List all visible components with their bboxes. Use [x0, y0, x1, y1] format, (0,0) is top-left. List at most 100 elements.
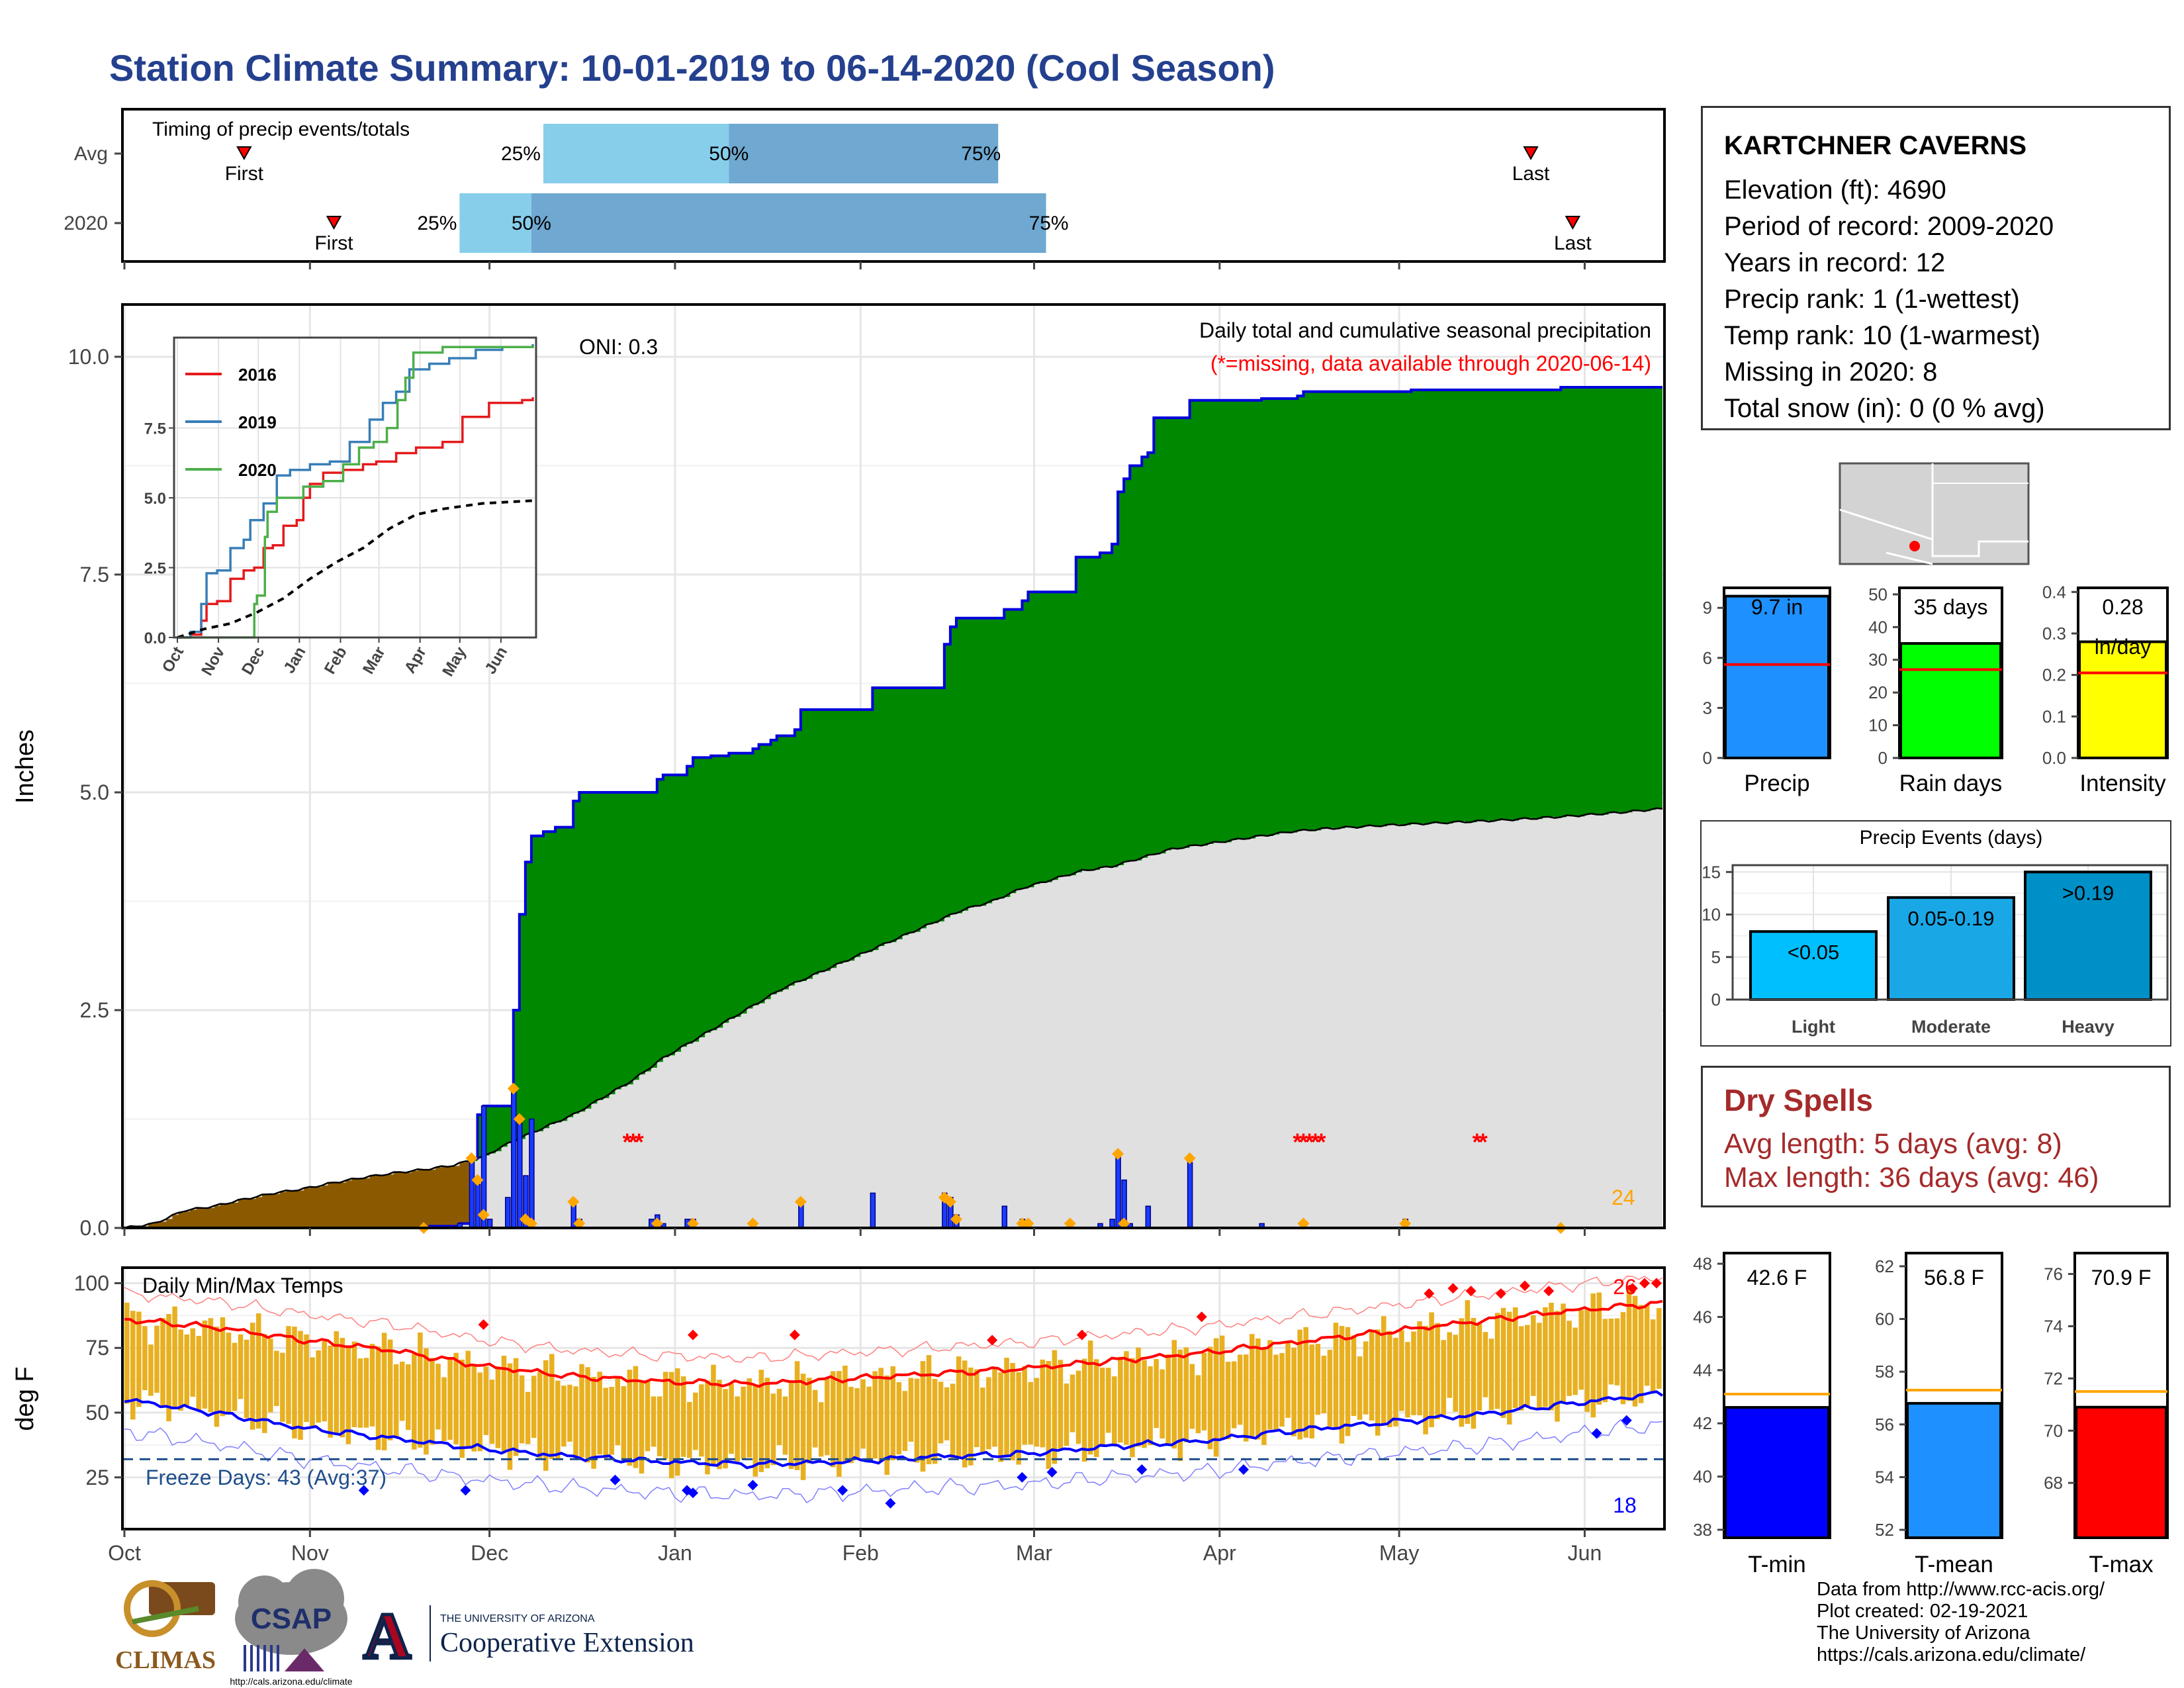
temp-stat-y-tick-label: 62 — [1875, 1256, 1894, 1276]
temp-daily-bar — [1130, 1358, 1135, 1458]
temp-daily-bar — [711, 1364, 716, 1467]
timing-last-label: Last — [1512, 163, 1550, 185]
precip-y-tick-label: 7.5 — [80, 563, 109, 586]
temp-daily-bar — [1231, 1361, 1237, 1429]
temp-daily-bar — [1429, 1312, 1434, 1427]
temp-daily-bar — [1171, 1340, 1177, 1449]
temp-daily-bar — [1525, 1325, 1530, 1407]
stat-y-tick-label: 30 — [1868, 650, 1888, 670]
temp-daily-bar — [1471, 1317, 1477, 1429]
temp-daily-bar — [764, 1378, 770, 1469]
temp-daily-bar — [142, 1326, 148, 1391]
events-category-label: Moderate — [1911, 1017, 1991, 1037]
temp-daily-bar — [848, 1387, 854, 1464]
temp-hot-day-marker — [987, 1335, 998, 1346]
temp-daily-bar — [1028, 1382, 1034, 1445]
temp-daily-bar — [968, 1367, 974, 1466]
csap-logo-cloud — [285, 1569, 344, 1628]
stat-y-tick-label: 6 — [1703, 648, 1712, 668]
temp-stat-y-tick-label: 70 — [2044, 1421, 2063, 1440]
precip-missing-marker: * — [1473, 1128, 1482, 1155]
temp-x-tick-label: Mar — [1016, 1541, 1052, 1565]
temp-daily-bar — [1046, 1361, 1052, 1469]
temp-stat-bar-t-mean — [1906, 1401, 2002, 1539]
temp-cold-day-marker — [1238, 1464, 1250, 1476]
precip-daily-bar — [1115, 1153, 1121, 1229]
temp-daily-bar — [543, 1360, 549, 1471]
temp-daily-bar — [261, 1334, 267, 1433]
station-name: KARTCHNER CAVERNS — [1724, 131, 2027, 160]
temp-daily-bar — [1261, 1347, 1267, 1445]
temp-daily-bar — [196, 1336, 202, 1411]
temp-daily-bar — [597, 1372, 602, 1455]
climas-logo-stem — [132, 1606, 199, 1624]
temp-hot-day-marker — [1543, 1286, 1555, 1297]
inset-bg — [174, 338, 536, 637]
precip-daily-point — [513, 1113, 525, 1125]
temp-stat-y-tick-label: 40 — [1693, 1467, 1712, 1487]
temp-daily-bar — [334, 1331, 340, 1433]
temp-daily-bar — [418, 1332, 423, 1448]
temp-stat-category-label: T-mean — [1915, 1552, 1993, 1577]
station-snow: Total snow (in): 0 (0 % avg) — [1724, 394, 2045, 423]
temp-daily-bar — [812, 1389, 818, 1448]
temp-daily-bar — [800, 1374, 806, 1480]
events-y-tick-label: 0 — [1711, 990, 1721, 1009]
credit-line: https://cals.arizona.edu/climate/ — [1817, 1644, 2086, 1665]
inset-series-average — [177, 499, 533, 639]
stat-y-tick-label: 0.4 — [2042, 582, 2066, 602]
temp-daily-bar — [453, 1352, 459, 1444]
temp-daily-bar — [172, 1306, 177, 1409]
temp-daily-bar — [992, 1367, 997, 1447]
precip-daily-point — [1399, 1217, 1412, 1230]
inset-series-2020 — [177, 346, 534, 639]
temp-daily-bar — [1644, 1304, 1650, 1386]
precip-surplus-area — [124, 387, 1662, 1228]
temp-daily-bar — [1477, 1323, 1482, 1411]
temp-daily-bar — [304, 1334, 309, 1423]
temp-daily-bar — [633, 1366, 639, 1468]
temp-daily-bar — [381, 1333, 387, 1451]
precip-daily-point — [1118, 1217, 1130, 1230]
temp-daily-bar — [160, 1318, 165, 1408]
precip-daily-point — [1297, 1217, 1310, 1230]
temp-daily-bar — [591, 1376, 596, 1469]
temp-daily-bar — [1363, 1341, 1369, 1415]
temp-stat-value-label: 42.6 F — [1747, 1266, 1807, 1289]
temp-daily-bar — [603, 1387, 608, 1458]
temp-stat-y-tick-label: 42 — [1693, 1413, 1712, 1433]
temp-daily-bar — [782, 1396, 788, 1455]
temp-stat-y-tick-label: 46 — [1693, 1307, 1712, 1327]
inset-legend-label: 2016 — [238, 365, 277, 385]
precip-daily-point — [1064, 1217, 1076, 1230]
precip-deficit-area — [130, 1161, 472, 1228]
temp-daily-bar — [872, 1371, 878, 1459]
precip-daily-bar — [529, 1118, 535, 1229]
temp-daily-bar — [357, 1358, 363, 1428]
precip-daily-point — [651, 1217, 663, 1230]
temp-daily-bar — [232, 1342, 238, 1411]
temp-daily-bar — [687, 1401, 692, 1458]
temp-daily-bar — [729, 1383, 734, 1454]
events-panel-frame — [1731, 864, 2169, 1001]
stat-value-label: 35 days — [1913, 595, 1987, 619]
temp-daily-bar — [1118, 1356, 1123, 1443]
precip-missing-marker: * — [629, 1128, 638, 1155]
credit-line: Plot created: 02-19-2021 — [1817, 1601, 2028, 1622]
temp-daily-bar — [447, 1359, 453, 1440]
temp-daily-bar — [1399, 1330, 1404, 1411]
temp-hot-day-marker — [478, 1319, 489, 1331]
temp-daily-bar — [705, 1380, 710, 1475]
precip-missing-marker: * — [623, 1128, 632, 1155]
stat-bar-precip — [1724, 594, 1830, 759]
temp-daily-bar — [1596, 1292, 1602, 1405]
timing-last-marker — [1565, 216, 1581, 230]
temp-daily-bar — [699, 1384, 704, 1457]
temp-daily-bar — [477, 1372, 483, 1452]
location-map — [1839, 462, 2030, 565]
dry-spells-box: Dry Spells Avg length: 5 days (avg: 8) M… — [1701, 1066, 2171, 1207]
stat-y-tick-label: 0.2 — [2042, 665, 2066, 685]
temp-daily-bar — [1058, 1360, 1064, 1449]
temp-daily-bar — [1333, 1323, 1339, 1429]
timing-first-marker — [236, 146, 252, 161]
